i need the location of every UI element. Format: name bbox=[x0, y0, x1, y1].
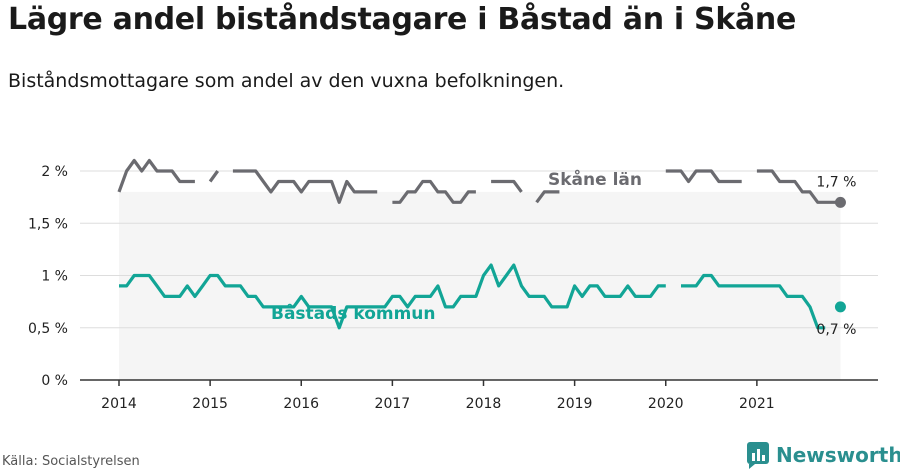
chart-title: Lägre andel biståndstagare i Båstad än i… bbox=[8, 2, 797, 37]
x-tick-label: 2018 bbox=[466, 396, 502, 412]
series-end-point bbox=[834, 196, 846, 208]
y-tick-label: 0 % bbox=[41, 373, 68, 389]
x-tick-label: 2019 bbox=[557, 396, 593, 412]
series-bastads-kommun: 0,7 % bbox=[119, 265, 856, 338]
series-label-skane: Skåne län bbox=[548, 168, 642, 190]
y-tick-label: 1 % bbox=[41, 269, 68, 285]
series-line bbox=[117, 158, 841, 204]
series-end-label: 1,7 % bbox=[816, 174, 856, 190]
x-tick-label: 2015 bbox=[192, 396, 228, 412]
series-label-bastad: Båstads kommun bbox=[271, 302, 436, 324]
newsworthy-logo[interactable]: Newsworthy bbox=[746, 440, 900, 470]
y-tick-label: 2 % bbox=[41, 164, 68, 180]
x-tick-label: 2014 bbox=[101, 396, 137, 412]
y-tick-label: 0,5 % bbox=[28, 321, 68, 337]
brand-name: Newsworthy bbox=[776, 443, 900, 467]
series-end-label: 0,7 % bbox=[816, 322, 856, 338]
newsworthy-icon bbox=[747, 442, 769, 469]
series-end-point bbox=[834, 301, 846, 313]
x-tick-label: 2021 bbox=[739, 396, 775, 412]
source-note: Källa: Socialstyrelsen bbox=[2, 454, 140, 469]
x-tick-label: 2020 bbox=[648, 396, 684, 412]
x-tick-label: 2016 bbox=[283, 396, 319, 412]
y-tick-label: 1,5 % bbox=[28, 216, 68, 232]
x-tick-label: 2017 bbox=[375, 396, 411, 412]
series-skane-lan: 1,7 % bbox=[117, 158, 856, 208]
chart-subtitle: Biståndsmottagare som andel av den vuxna… bbox=[8, 70, 565, 92]
